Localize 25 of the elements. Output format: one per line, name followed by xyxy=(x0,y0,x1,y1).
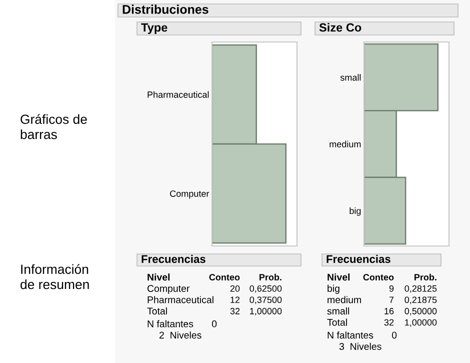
chart-title: Type xyxy=(141,23,168,34)
y-tick-label: big xyxy=(350,207,361,216)
text: Frecuencias xyxy=(142,254,206,263)
text: Total 32 1,00000 xyxy=(147,307,282,316)
text: medium 7 0,21875 xyxy=(328,296,437,304)
text: Nivel Conteo Prob. xyxy=(328,273,436,281)
y-tick-label: Pharmaceutical xyxy=(148,91,209,98)
y-tick-label: Computer xyxy=(170,190,210,199)
text: Computer 20 0,62500 xyxy=(147,285,282,294)
text: Frecuencias xyxy=(326,254,390,263)
y-tick-label: small xyxy=(340,74,361,81)
text: small 16 0,50000 xyxy=(327,307,437,316)
text: 3 Niveles xyxy=(339,342,382,350)
text: Pharmaceutical 12 0,37500 xyxy=(148,296,282,304)
text: Información de resumen xyxy=(20,264,89,290)
text: Nivel Conteo Prob. xyxy=(148,273,282,281)
text: Distribuciones xyxy=(122,4,208,14)
text: Total 32 1,00000 xyxy=(327,318,437,327)
text: N faltantes 0 xyxy=(328,331,397,339)
chart-title: Size Co xyxy=(319,23,362,32)
text: big 9 0,28125 xyxy=(328,284,437,294)
text: Gráficos de barras xyxy=(20,114,87,140)
y-tick-label: medium xyxy=(330,140,361,148)
text: N faltantes 0 xyxy=(148,320,217,328)
text: 2 Niveles xyxy=(159,331,202,339)
